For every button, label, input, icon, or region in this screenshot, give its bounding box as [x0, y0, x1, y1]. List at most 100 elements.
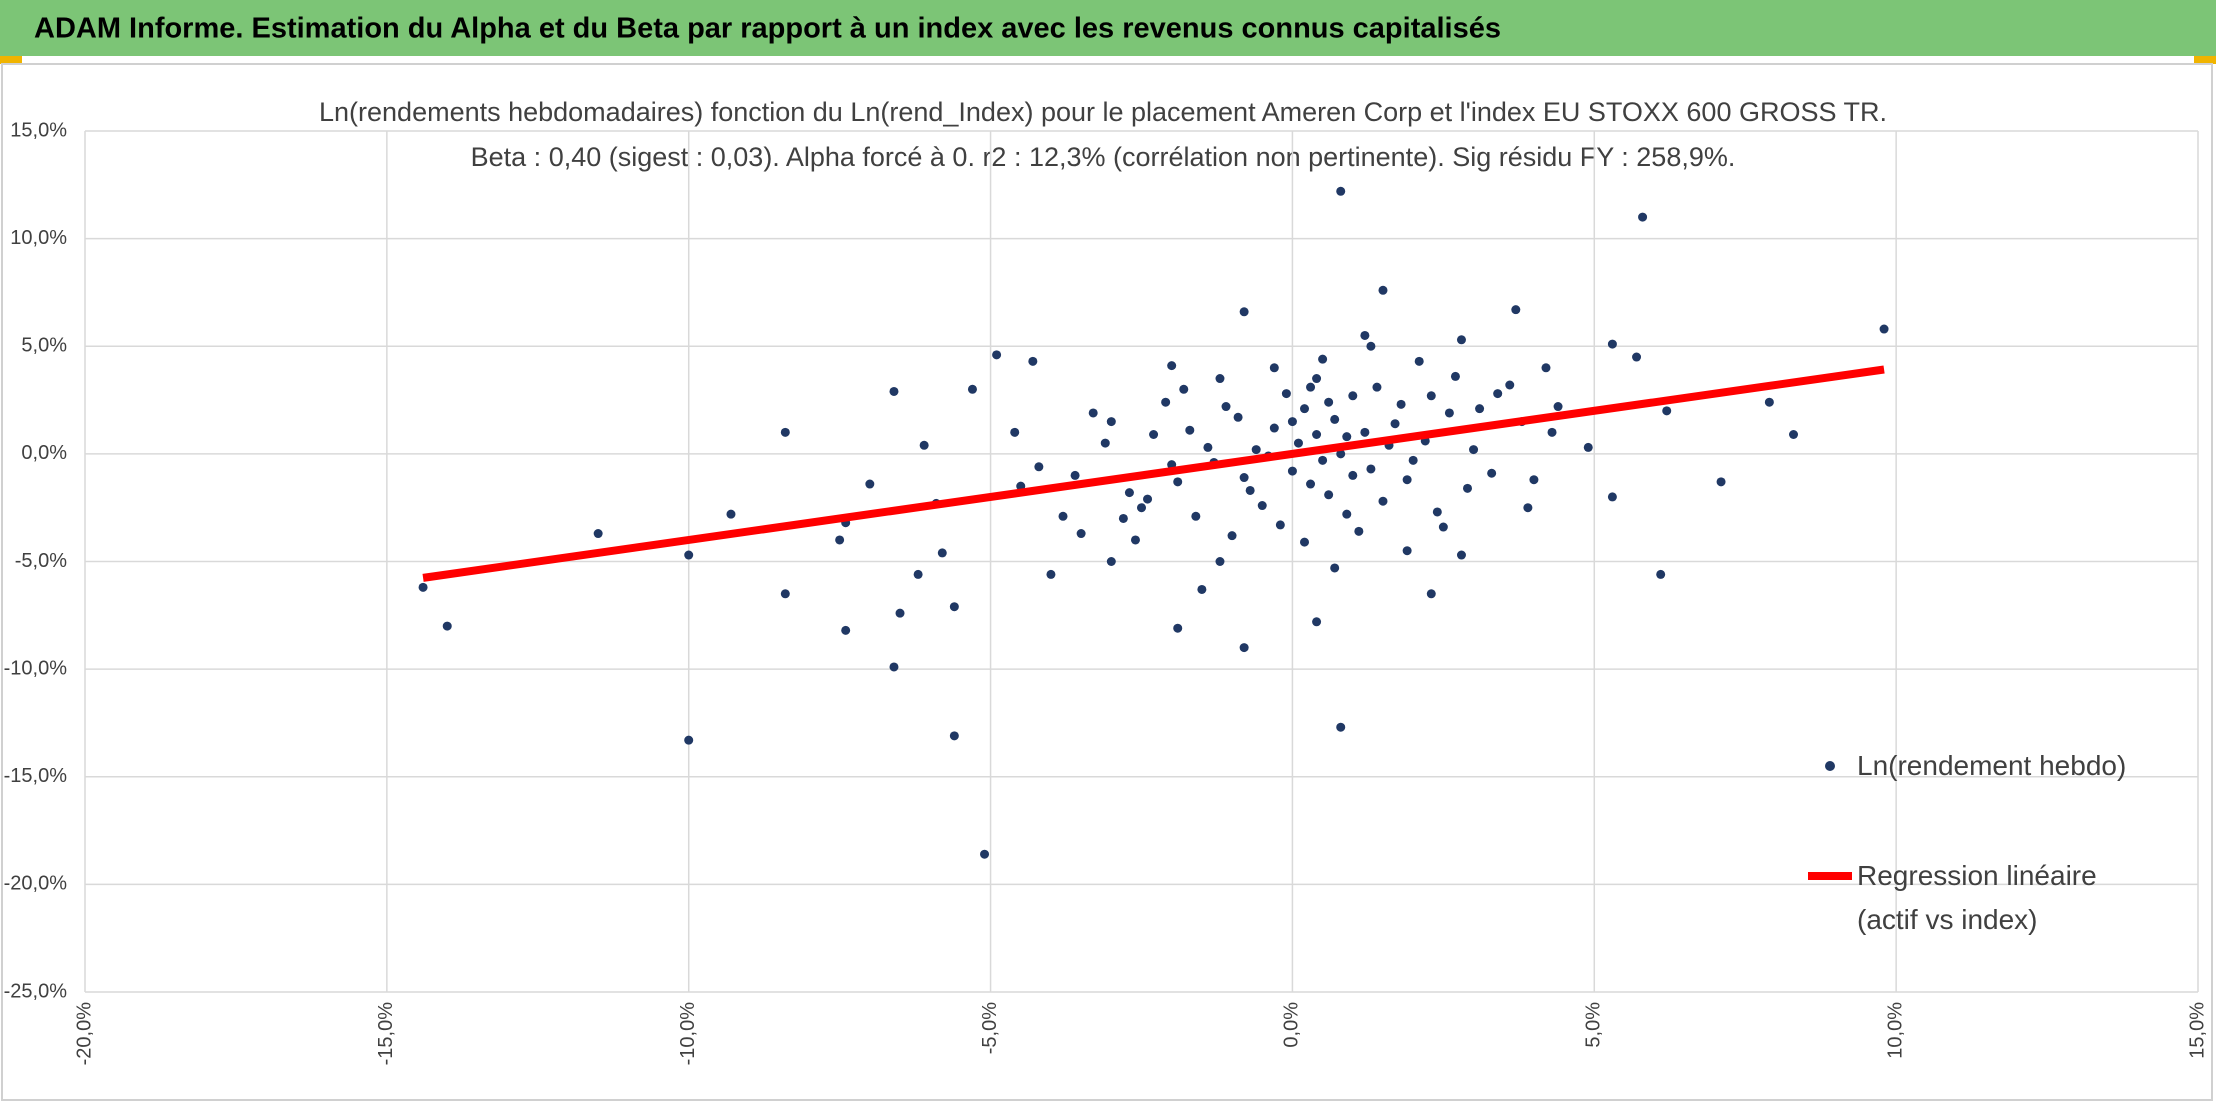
scatter-point: [1450, 371, 1460, 381]
scatter-point: [1221, 402, 1231, 412]
grid: [84, 130, 2199, 993]
scatter-point: [1293, 438, 1303, 448]
legend-item: Regression linéaire (actif vs index): [1857, 860, 2097, 935]
scatter-point: [1426, 589, 1436, 599]
scatter-point: [889, 662, 899, 672]
scatter-point: [1523, 503, 1533, 513]
scatter-point: [1360, 427, 1370, 437]
scatter-point: [780, 427, 790, 437]
scatter-point: [1493, 389, 1503, 399]
scatter-point: [1632, 352, 1642, 362]
scatter-point: [780, 589, 790, 599]
x-tick-label: 0,0%: [1281, 1002, 1303, 1048]
scatter-point: [1396, 399, 1406, 409]
scatter-point: [1300, 537, 1310, 547]
scatter-point: [1469, 445, 1479, 455]
scatter-point: [1390, 419, 1400, 429]
scatter-point: [1312, 430, 1322, 440]
scatter-point: [1281, 389, 1291, 399]
scatter-point: [1197, 584, 1207, 594]
scatter-point: [1607, 492, 1617, 502]
scatter-point: [1336, 186, 1346, 196]
scatter-point: [684, 735, 694, 745]
scatter-point: [1275, 520, 1285, 530]
scatter-point: [1348, 391, 1358, 401]
scatter-point: [1257, 501, 1267, 511]
scatter-point: [1203, 442, 1213, 452]
scatter-point: [1149, 430, 1159, 440]
scatter-point: [1100, 438, 1110, 448]
scatter-point: [1227, 531, 1237, 541]
scatter-point: [1088, 408, 1098, 418]
scatter-point: [1070, 470, 1080, 480]
scatter-point: [1239, 307, 1249, 317]
scatter-point: [1360, 330, 1370, 340]
scatter-point: [1475, 404, 1485, 414]
scatter-point: [1547, 427, 1557, 437]
scatter-point: [1034, 462, 1044, 472]
scatter-point: [1372, 382, 1382, 392]
scatter-point: [1366, 341, 1376, 351]
x-tick-label: 10,0%: [1884, 1002, 1906, 1059]
scatter-point: [1306, 479, 1316, 489]
y-tick-label: 10,0%: [10, 227, 67, 249]
scatter-point: [1124, 488, 1134, 498]
scatter-point: [841, 625, 851, 635]
scatter-point: [1130, 535, 1140, 545]
scatter-point: [1342, 432, 1352, 442]
scatter-point: [1342, 509, 1352, 519]
scatter-point: [1354, 526, 1364, 536]
scatter-point: [1366, 464, 1376, 474]
y-tick-label: 15,0%: [10, 119, 67, 141]
scatter-point: [1456, 335, 1466, 345]
scatter-point: [1143, 494, 1153, 504]
scatter-point: [1058, 511, 1068, 521]
scatter-point: [1318, 354, 1328, 364]
scatter-point: [980, 849, 990, 859]
scatter-point: [1444, 408, 1454, 418]
corner-mark: [2194, 56, 2216, 64]
scatter-point: [865, 479, 875, 489]
scatter-point: [442, 621, 452, 631]
scatter-point: [1324, 490, 1334, 500]
y-tick-label: 0,0%: [21, 442, 67, 464]
scatter-point: [895, 608, 905, 618]
scatter-point: [1511, 305, 1521, 315]
scatter-point: [1173, 477, 1183, 487]
scatter-point: [1402, 475, 1412, 485]
scatter-point: [1010, 427, 1020, 437]
legend-item: Ln(rendement hebdo): [1857, 750, 2126, 781]
scatter-point: [1330, 563, 1340, 573]
scatter-point: [967, 384, 977, 394]
scatter-point: [1336, 722, 1346, 732]
scatter-point: [1583, 442, 1593, 452]
scatter-point: [1348, 470, 1358, 480]
scatter-point: [1378, 285, 1388, 295]
y-tick-label: -20,0%: [4, 873, 68, 895]
corner-mark: [0, 56, 22, 64]
scatter-point: [949, 602, 959, 612]
scatter-point: [1438, 522, 1448, 532]
scatter-point: [889, 386, 899, 396]
y-tick-label: -5,0%: [15, 550, 67, 572]
chart-border: [1, 63, 2213, 1101]
regression-line: [422, 365, 1885, 582]
scatter-point: [1269, 423, 1279, 433]
scatter-point: [1553, 402, 1563, 412]
banner-title: ADAM Informe. Estimation du Alpha et du …: [34, 13, 1501, 45]
scatter-point: [1287, 466, 1297, 476]
scatter-point: [1426, 391, 1436, 401]
scatter-point: [1106, 417, 1116, 427]
y-tick-label: -15,0%: [4, 765, 68, 787]
scatter-point: [1312, 374, 1322, 384]
scatter-point: [1245, 485, 1255, 495]
scatter-point: [1185, 425, 1195, 435]
scatter-point: [1318, 455, 1328, 465]
scatter-point: [1463, 483, 1473, 493]
scatter-point: [1239, 473, 1249, 483]
scatter-point: [1330, 414, 1340, 424]
scatter-point: [726, 509, 736, 519]
y-tick-label: 5,0%: [21, 335, 67, 357]
scatter-point: [1324, 397, 1334, 407]
scatter-point: [1215, 374, 1225, 384]
